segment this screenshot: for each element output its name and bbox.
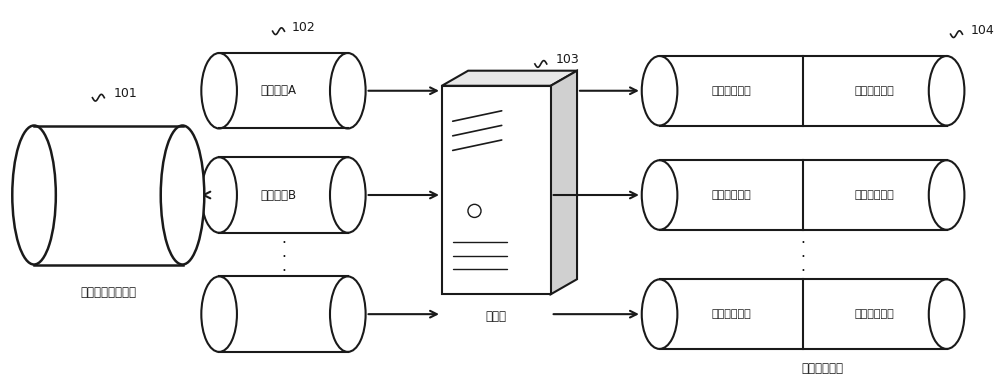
- Ellipse shape: [330, 53, 366, 129]
- Ellipse shape: [929, 160, 964, 230]
- Text: 节点类别A: 节点类别A: [261, 84, 297, 97]
- Bar: [660, 56, 947, 125]
- Ellipse shape: [642, 279, 677, 349]
- Text: 异常检测结果: 异常检测结果: [802, 362, 844, 375]
- Bar: [219, 53, 348, 129]
- Ellipse shape: [929, 279, 964, 349]
- Bar: [660, 279, 947, 349]
- Ellipse shape: [161, 125, 204, 265]
- Ellipse shape: [642, 56, 677, 125]
- Ellipse shape: [330, 276, 366, 352]
- Text: 资源处理正常: 资源处理正常: [855, 86, 895, 96]
- Text: ·
·
·: · · ·: [281, 236, 286, 279]
- Text: 102: 102: [291, 21, 315, 34]
- Bar: [660, 160, 947, 230]
- Text: 资源处理异常: 资源处理异常: [711, 309, 751, 319]
- Ellipse shape: [201, 53, 237, 129]
- Ellipse shape: [201, 276, 237, 352]
- Bar: [34, 125, 183, 265]
- Text: 101: 101: [113, 87, 137, 100]
- Polygon shape: [442, 86, 551, 294]
- Text: 服务器: 服务器: [486, 310, 507, 323]
- Text: 节点类别B: 节点类别B: [260, 189, 297, 201]
- Polygon shape: [551, 71, 577, 294]
- Text: 103: 103: [556, 53, 579, 67]
- Ellipse shape: [330, 157, 366, 233]
- Circle shape: [468, 204, 481, 218]
- Ellipse shape: [12, 125, 56, 265]
- Text: 104: 104: [970, 24, 994, 37]
- Text: 资源处理异常: 资源处理异常: [711, 190, 751, 200]
- Text: 资源处理正常: 资源处理正常: [855, 190, 895, 200]
- Polygon shape: [442, 71, 577, 86]
- Bar: [219, 157, 348, 233]
- Text: 资源处理正常: 资源处理正常: [855, 309, 895, 319]
- Text: 资源处理节点集合: 资源处理节点集合: [80, 286, 136, 299]
- Text: ·
·
·: · · ·: [801, 236, 806, 279]
- Ellipse shape: [929, 56, 964, 125]
- Ellipse shape: [642, 160, 677, 230]
- Bar: [219, 276, 348, 352]
- Ellipse shape: [201, 157, 237, 233]
- Text: 资源处理异常: 资源处理异常: [711, 86, 751, 96]
